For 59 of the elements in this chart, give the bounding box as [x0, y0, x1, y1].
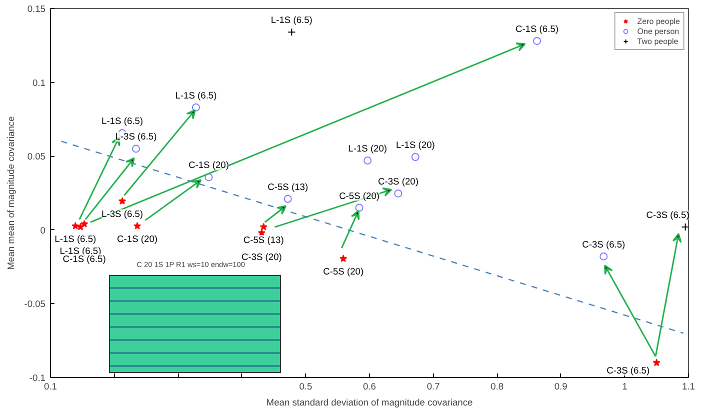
y-tick-label: 0.05 — [27, 152, 46, 162]
x-tick-label: 0.6 — [363, 382, 376, 392]
data-label: C-3S (6.5) — [606, 366, 650, 376]
y-axis-title: Mean mean of magnitude covariance — [6, 116, 16, 270]
data-label: L-1S (20) — [348, 144, 388, 154]
x-tick-label: 1.1 — [682, 382, 695, 392]
x-tick-label: 1 — [622, 382, 628, 392]
data-label: C-3S (6.5) — [646, 210, 690, 220]
data-label: L-3S (6.5) — [102, 209, 144, 220]
data-label: L-1S (6.5) — [60, 246, 102, 256]
data-label: L-1S (6.5) — [102, 116, 144, 126]
point — [192, 103, 200, 112]
data-label: C-3S (20) — [241, 252, 282, 262]
legend-label: One person — [637, 26, 680, 36]
point — [394, 189, 402, 198]
point — [133, 222, 142, 230]
point — [681, 222, 688, 231]
point — [204, 173, 213, 182]
x-tick-label: 0.8 — [490, 382, 504, 392]
data-label: C-3S (6.5) — [582, 239, 626, 250]
point — [600, 252, 608, 260]
x-tick-label: 0.5 — [299, 382, 312, 392]
x-tick-label: 0.7 — [426, 382, 440, 392]
data-label: L-3S (6.5) — [115, 132, 157, 142]
point — [355, 204, 364, 212]
point — [72, 222, 80, 230]
data-label: C-5S (13) — [243, 234, 284, 245]
data-label: C-5S (20) — [339, 190, 380, 201]
legend-label: Zero people — [637, 16, 680, 26]
point — [118, 197, 126, 204]
legend-label: Two people — [637, 36, 678, 46]
point — [80, 220, 88, 228]
point — [288, 28, 296, 36]
data-label: C-1S (20) — [188, 160, 229, 170]
data-label: C-5S (13) — [268, 182, 308, 192]
data-label: C-3S (20) — [378, 176, 418, 186]
point — [260, 222, 268, 230]
x-axis-title: Mean standard deviation of magnitude covariance — [266, 398, 473, 408]
y-tick-label: -0.05 — [24, 299, 46, 310]
data-label: L-1S (6.5) — [270, 15, 312, 26]
y-tick-label: 0.1 — [32, 78, 46, 88]
y-tick-label: 0.15 — [27, 4, 46, 14]
point — [340, 254, 348, 262]
y-tick-label: -0.1 — [29, 373, 46, 383]
x-tick-label: 0.1 — [44, 382, 57, 392]
y-tick-label: 0 — [40, 225, 46, 236]
point — [364, 156, 372, 165]
point — [532, 36, 541, 45]
data-label: L-1S (6.5) — [54, 234, 96, 244]
data-label: C-1S (6.5) — [515, 24, 558, 34]
point — [411, 152, 420, 161]
point — [132, 144, 140, 153]
point — [284, 194, 292, 203]
data-label: C-1S (20) — [117, 234, 158, 244]
point — [652, 358, 660, 366]
data-label: L-1S (6.5) — [175, 90, 217, 100]
x-tick-label: 0.9 — [554, 382, 568, 392]
data-label: C-5S (20) — [323, 266, 364, 277]
data-label: L-1S (20) — [396, 140, 435, 150]
